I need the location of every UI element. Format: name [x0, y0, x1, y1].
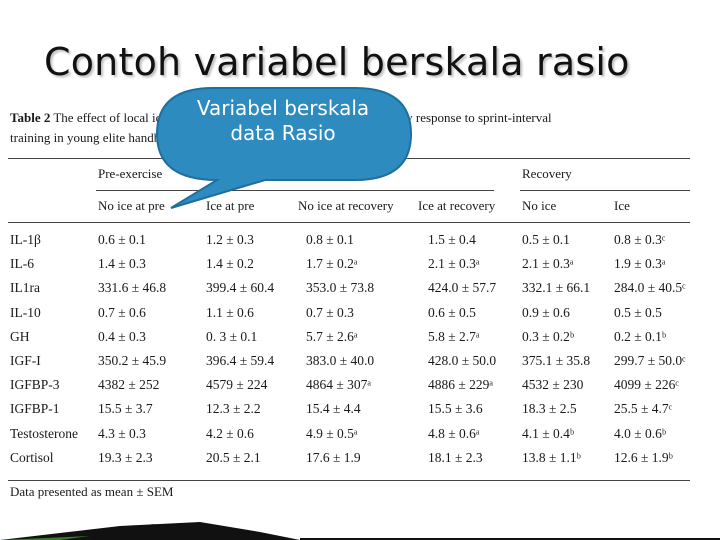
group-header-pre-exercise: Pre-exercise	[98, 166, 163, 181]
table-cell: 299.7 ± 50.0ᶜ	[614, 353, 686, 368]
table-cell: 350.2 ± 45.9	[98, 353, 167, 368]
table-cell: 0.6 ± 0.1	[98, 232, 146, 247]
table-cell: 5.7 ± 2.6ᵃ	[306, 328, 358, 344]
table-cell: 0.7 ± 0.6	[98, 304, 146, 320]
table-cell: 1.1 ± 0.6	[206, 304, 254, 320]
row-label: IGF-I	[10, 353, 41, 368]
table-footnote: Data presented as mean ± SEM	[10, 484, 174, 499]
table-cell: 1.4 ± 0.2	[206, 256, 254, 272]
table-cell: 428.0 ± 50.0	[428, 353, 497, 368]
bottom-rule	[8, 480, 690, 481]
table-cell: 2.1 ± 0.3ᵃ	[522, 256, 574, 272]
table-cell: 2.1 ± 0.3ᵃ	[428, 256, 480, 272]
table-cell: 375.1 ± 35.8	[522, 353, 591, 368]
col-header-1: No ice at pre	[98, 198, 165, 213]
table-cell: 399.4 ± 60.4	[206, 280, 275, 296]
table-cell: 284.0 ± 40.5ᶜ	[614, 280, 686, 296]
table-cell: 4.9 ± 0.5ᵃ	[306, 425, 358, 441]
slide-title: Contoh variabel berskala rasio	[44, 40, 630, 84]
table-cell: 4.3 ± 0.3	[98, 425, 146, 441]
table-cell: 4.0 ± 0.6ᵇ	[614, 425, 667, 441]
table-cell: 4382 ± 252	[98, 377, 160, 393]
table-cell: 18.3 ± 2.5	[522, 401, 577, 417]
decorative-bottom-bar	[0, 522, 720, 540]
callout-shape	[155, 87, 413, 209]
table-cell: 0.3 ± 0.2ᵇ	[522, 328, 575, 344]
table-cell: 4864 ± 307ᵃ	[306, 377, 372, 393]
table-cell: 17.6 ± 1.9	[306, 449, 361, 465]
col-header-2: Ice at pre	[206, 198, 255, 213]
table-cell: 1.9 ± 0.3ᵃ	[614, 256, 666, 272]
table-cell: 332.1 ± 66.1	[522, 280, 591, 296]
col-header-3: No ice at recovery	[298, 198, 394, 213]
table-cell: 5.8 ± 2.7ᵃ	[428, 328, 480, 344]
table-cell: 4.1 ± 0.4ᵇ	[522, 425, 575, 441]
pre-exercise-rule	[96, 190, 494, 191]
row-label: IL-1β	[10, 232, 41, 247]
col-header-6: Ice	[614, 198, 630, 213]
row-label: GH	[10, 328, 30, 344]
table-cell: 1.4 ± 0.3	[98, 256, 146, 272]
table-cell: 12.3 ± 2.2	[206, 401, 261, 417]
row-label: IGFBP-3	[10, 377, 60, 393]
row-label: IL-10	[10, 304, 41, 320]
recovery-rule	[520, 190, 690, 191]
table-cell: 0.7 ± 0.3	[306, 304, 354, 320]
table-label: Table 2	[10, 110, 51, 125]
table-cell: 4579 ± 224	[206, 377, 268, 393]
callout-bubble: Variabel berskala data Rasio	[153, 84, 415, 214]
table-cell: 0. 3 ± 0.1	[206, 328, 258, 344]
table-cell: 20.5 ± 2.1	[206, 449, 261, 465]
table-cell: 424.0 ± 57.7	[428, 280, 497, 296]
row-label: Testosterone	[10, 425, 79, 441]
callout-text: Variabel berskala data Rasio	[196, 96, 370, 145]
table-cell: 15.5 ± 3.6	[428, 401, 483, 417]
table-cell: 396.4 ± 59.4	[206, 353, 275, 368]
col-header-5: No ice	[522, 198, 557, 213]
table-cell: 4.8 ± 0.6ᵃ	[428, 425, 480, 441]
table-cell: 0.4 ± 0.3	[98, 328, 146, 344]
table-cell: 4099 ± 226ᶜ	[614, 377, 679, 393]
table-cell: 0.5 ± 0.1	[522, 232, 570, 247]
table-cell: 25.5 ± 4.7ᶜ	[614, 401, 673, 417]
table-cell: 15.5 ± 3.7	[98, 401, 153, 417]
table-cell: 0.5 ± 0.5	[614, 304, 662, 320]
row-label: IL-6	[10, 256, 34, 272]
table-cell: 19.3 ± 2.3	[98, 449, 153, 465]
table-cell: 0.6 ± 0.5	[428, 304, 476, 320]
table-cell: 383.0 ± 40.0	[306, 353, 375, 368]
table-cell: 15.4 ± 4.4	[306, 401, 361, 417]
table-cell: 331.6 ± 46.8	[98, 280, 167, 296]
table-cell: 4886 ± 229ᵃ	[428, 377, 494, 393]
table-cell: 0.8 ± 0.1	[306, 232, 354, 247]
table-cell: 4532 ± 230	[522, 377, 584, 393]
table-cell: 4.2 ± 0.6	[206, 425, 254, 441]
table-cell: 1.2 ± 0.3	[206, 232, 254, 247]
table-cell: 1.7 ± 0.2ᵃ	[306, 256, 358, 272]
table-cell: 1.5 ± 0.4	[428, 232, 476, 247]
col-header-4: Ice at recovery	[418, 198, 496, 213]
row-label: Cortisol	[10, 449, 54, 465]
table-cell: 13.8 ± 1.1ᵇ	[522, 449, 581, 465]
group-header-recovery: Recovery	[522, 166, 572, 181]
header-rule	[8, 222, 690, 223]
row-label: IL1ra	[10, 280, 40, 296]
table-cell: 0.9 ± 0.6	[522, 304, 570, 320]
table-cell: 18.1 ± 2.3	[428, 449, 483, 465]
table-cell: 353.0 ± 73.8	[306, 280, 375, 296]
table-cell: 12.6 ± 1.9ᵇ	[614, 449, 673, 465]
table-cell: 0.8 ± 0.3ᶜ	[614, 232, 666, 247]
row-label: IGFBP-1	[10, 401, 60, 417]
table-cell: 0.2 ± 0.1ᵇ	[614, 328, 667, 344]
